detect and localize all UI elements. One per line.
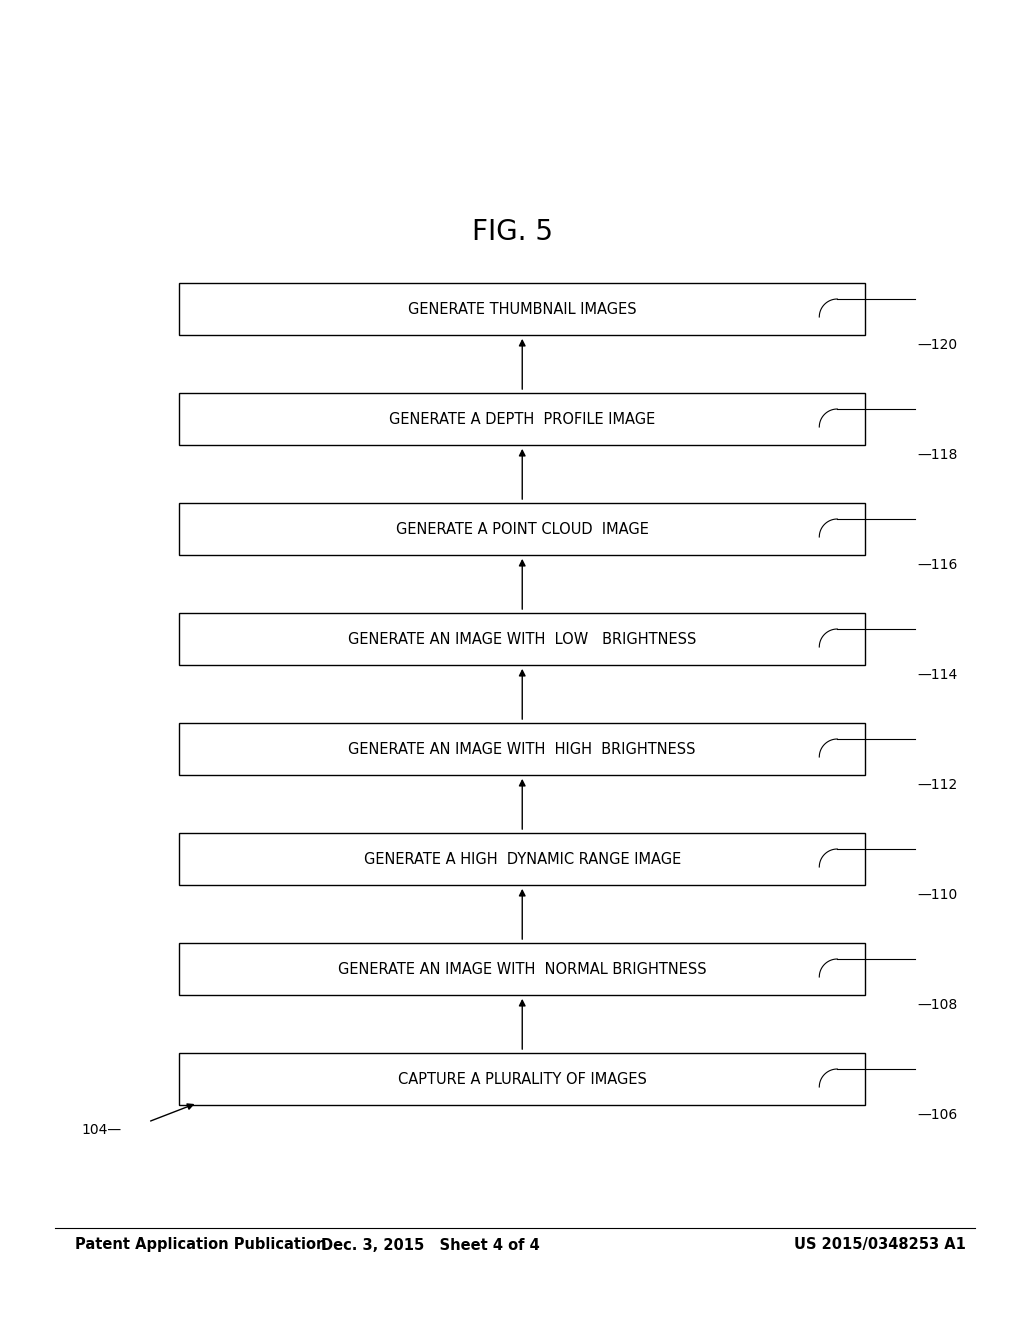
Text: GENERATE A POINT CLOUD  IMAGE: GENERATE A POINT CLOUD IMAGE	[396, 521, 648, 536]
Text: FIG. 5: FIG. 5	[471, 218, 553, 246]
Text: Patent Application Publication: Patent Application Publication	[75, 1238, 327, 1253]
Bar	[179, 833, 865, 884]
Text: —112: —112	[918, 777, 957, 792]
Text: —116: —116	[918, 558, 957, 572]
Text: CAPTURE A PLURALITY OF IMAGES: CAPTURE A PLURALITY OF IMAGES	[397, 1072, 647, 1086]
Text: GENERATE AN IMAGE WITH  LOW   BRIGHTNESS: GENERATE AN IMAGE WITH LOW BRIGHTNESS	[348, 631, 696, 647]
Bar	[179, 282, 865, 335]
Text: GENERATE A HIGH  DYNAMIC RANGE IMAGE: GENERATE A HIGH DYNAMIC RANGE IMAGE	[364, 851, 681, 866]
Bar	[179, 723, 865, 775]
Bar	[179, 503, 865, 554]
Bar	[179, 612, 865, 665]
Text: —106: —106	[918, 1107, 957, 1122]
Text: GENERATE AN IMAGE WITH  NORMAL BRIGHTNESS: GENERATE AN IMAGE WITH NORMAL BRIGHTNESS	[338, 961, 707, 977]
Text: —118: —118	[918, 447, 957, 462]
Bar	[179, 1053, 865, 1105]
Text: Dec. 3, 2015   Sheet 4 of 4: Dec. 3, 2015 Sheet 4 of 4	[321, 1238, 540, 1253]
Text: GENERATE A DEPTH  PROFILE IMAGE: GENERATE A DEPTH PROFILE IMAGE	[389, 412, 655, 426]
Text: GENERATE AN IMAGE WITH  HIGH  BRIGHTNESS: GENERATE AN IMAGE WITH HIGH BRIGHTNESS	[348, 742, 696, 756]
Bar	[179, 942, 865, 995]
Text: —120: —120	[918, 338, 957, 352]
Text: —108: —108	[918, 998, 957, 1012]
Text: US 2015/0348253 A1: US 2015/0348253 A1	[794, 1238, 966, 1253]
Text: —110: —110	[918, 888, 957, 902]
Text: 104—: 104—	[82, 1123, 122, 1137]
Text: —114: —114	[918, 668, 957, 682]
Bar	[179, 393, 865, 445]
Text: GENERATE THUMBNAIL IMAGES: GENERATE THUMBNAIL IMAGES	[408, 301, 637, 317]
